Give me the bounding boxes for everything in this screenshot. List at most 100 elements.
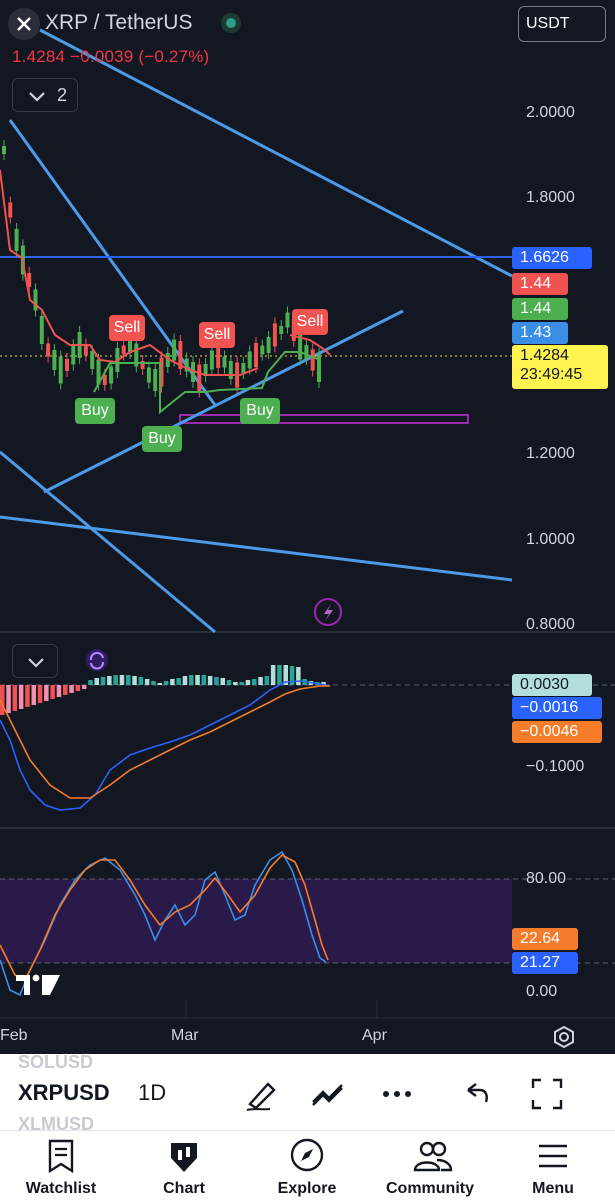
candle-body bbox=[260, 345, 265, 355]
bottom-toolbar bbox=[0, 1054, 615, 1130]
histogram-bar bbox=[207, 676, 213, 685]
histogram-bar bbox=[296, 667, 301, 685]
histogram-bar bbox=[132, 676, 137, 685]
price-tick: 1.0000 bbox=[526, 531, 575, 548]
histogram-bar bbox=[75, 685, 81, 691]
community-icon bbox=[413, 1141, 453, 1172]
histogram-bar bbox=[119, 675, 125, 685]
symbol-prev[interactable]: SOLUSD bbox=[18, 1052, 94, 1072]
symbol-next[interactable]: XLMUSD bbox=[18, 1114, 94, 1134]
tab-label: Watchlist bbox=[25, 1180, 97, 1197]
price-tick: 2.0000 bbox=[526, 104, 575, 121]
candle-body bbox=[121, 345, 126, 355]
histogram-bar bbox=[163, 681, 169, 685]
candle-body bbox=[317, 354, 321, 382]
candle-body bbox=[52, 350, 57, 370]
candle-body bbox=[58, 356, 63, 384]
watchlist-icon bbox=[48, 1139, 74, 1174]
candle-body bbox=[266, 337, 271, 353]
histogram-bar bbox=[289, 666, 295, 685]
candle-body bbox=[140, 361, 145, 369]
chart-settings-icon bbox=[554, 1025, 574, 1049]
more-icon[interactable] bbox=[378, 1074, 418, 1114]
trendline-price-label: 1.43 bbox=[512, 322, 568, 344]
chart-canvas[interactable] bbox=[0, 0, 615, 1054]
histogram-bar bbox=[176, 678, 181, 685]
candle-body bbox=[298, 330, 303, 360]
histogram-bar bbox=[126, 675, 131, 685]
supertrend-up-label: 1.44 bbox=[512, 298, 568, 320]
candle-body bbox=[39, 316, 44, 344]
candle-body bbox=[216, 342, 221, 368]
candle-body bbox=[184, 358, 189, 372]
supertrend-down-2 bbox=[289, 334, 331, 356]
candle-body bbox=[178, 341, 183, 369]
histogram-bar bbox=[88, 680, 93, 685]
candle-body bbox=[134, 343, 139, 367]
histogram-bar bbox=[12, 685, 18, 711]
price-change: 1.4284 −0.0039 (−0.27%) bbox=[12, 47, 210, 66]
supertrend-up bbox=[93, 351, 321, 415]
histogram-bar bbox=[226, 680, 232, 685]
currency-button[interactable]: USDT bbox=[518, 6, 606, 42]
histogram-bar bbox=[63, 685, 68, 695]
histogram-bar bbox=[182, 676, 188, 685]
macd-tick: −0.1000 bbox=[526, 758, 585, 775]
candle-body bbox=[172, 339, 177, 361]
buy-signal: Buy bbox=[240, 398, 280, 424]
candle-body bbox=[203, 364, 208, 376]
histogram-bar bbox=[18, 685, 24, 709]
timeframe-selector[interactable]: 1D bbox=[138, 1080, 167, 1105]
time-label: Apr bbox=[362, 1027, 387, 1044]
candlesticks bbox=[2, 140, 321, 398]
candle-body bbox=[8, 202, 13, 218]
histogram-bar bbox=[283, 665, 288, 685]
candle-body bbox=[146, 367, 151, 383]
indicator-count: 2 bbox=[57, 85, 68, 105]
histogram-bar bbox=[258, 677, 263, 685]
fullscreen-icon[interactable] bbox=[527, 1074, 567, 1114]
current-price-label: 1.4284 23:49:45 bbox=[512, 345, 608, 389]
histogram-bar bbox=[113, 675, 118, 685]
trend-line-tool-icon[interactable] bbox=[308, 1074, 348, 1114]
histogram-bar bbox=[81, 685, 87, 689]
histogram-bar bbox=[239, 682, 244, 685]
undo-icon[interactable] bbox=[458, 1074, 498, 1114]
candle-body bbox=[159, 357, 164, 387]
pane-collapse-button[interactable] bbox=[12, 644, 58, 678]
candle-body bbox=[310, 349, 315, 371]
indicators-toggle-button[interactable]: 2 bbox=[12, 78, 78, 112]
supertrend-down bbox=[0, 169, 259, 376]
candle-body bbox=[33, 289, 38, 311]
close-icon[interactable] bbox=[8, 8, 40, 40]
signal-line bbox=[0, 685, 330, 799]
chart-header: XRP / TetherUS 1.4284 −0.0039 (−0.27%) U… bbox=[0, 0, 615, 80]
symbol-title[interactable]: XRP / TetherUS bbox=[45, 11, 193, 34]
macd-histogram-label: 0.0030 bbox=[512, 674, 592, 696]
price-tick: 1.2000 bbox=[526, 445, 575, 462]
histogram-bar bbox=[264, 676, 270, 685]
histogram-bar bbox=[100, 677, 106, 685]
candle-body bbox=[247, 351, 252, 369]
candle-body bbox=[2, 146, 6, 154]
tab-label: Community bbox=[386, 1180, 474, 1197]
stoch-k-label: 21.27 bbox=[512, 952, 578, 974]
histogram-bar bbox=[138, 677, 144, 685]
symbol-selector[interactable]: XRPUSD bbox=[18, 1080, 110, 1105]
stoch-tick: 0.00 bbox=[526, 983, 558, 1000]
tab-label: Explore bbox=[277, 1180, 337, 1197]
candle-body bbox=[209, 350, 214, 370]
histogram-bar bbox=[321, 682, 326, 685]
histogram-bar bbox=[56, 685, 62, 697]
histogram-bar bbox=[50, 685, 55, 699]
histogram-bar bbox=[6, 685, 11, 713]
stoch-tick: 80.00 bbox=[526, 870, 567, 887]
price-tick: 1.8000 bbox=[526, 189, 575, 206]
trendlines bbox=[0, 28, 513, 634]
candle-body bbox=[272, 323, 277, 347]
draw-brush-icon[interactable] bbox=[242, 1074, 282, 1114]
histogram-bar bbox=[201, 675, 207, 685]
candle-body bbox=[27, 273, 32, 287]
candle-body bbox=[14, 229, 19, 251]
histogram-bar bbox=[233, 682, 238, 685]
